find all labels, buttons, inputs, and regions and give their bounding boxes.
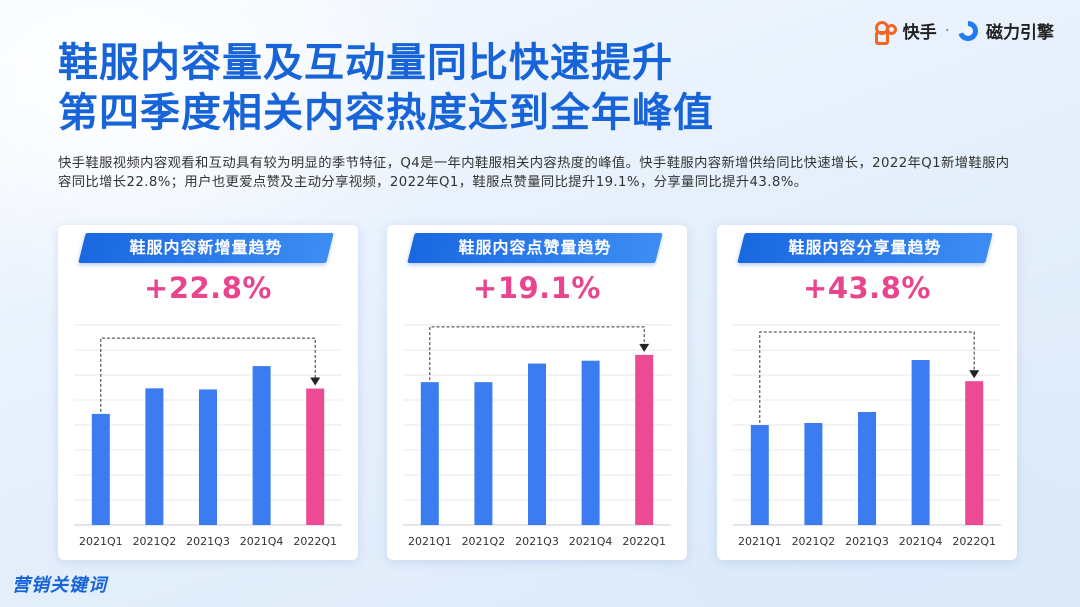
bar-2022Q1 xyxy=(635,354,654,525)
cili-engine-logo-icon xyxy=(958,20,978,41)
page-title-line1: 鞋服内容量及互动量同比快速提升 xyxy=(58,40,673,86)
bar-2021Q3 xyxy=(858,412,876,525)
comparison-arrow xyxy=(639,343,650,352)
logo-separator: · xyxy=(944,20,950,41)
x-tick-label: 2021Q4 xyxy=(899,535,943,548)
page-title-line2: 第四季度相关内容热度达到全年峰值 xyxy=(58,90,714,136)
x-tick-label: 2021Q1 xyxy=(79,535,123,548)
page-title: 鞋服内容量及互动量同比快速提升 第四季度相关内容热度达到全年峰值 xyxy=(58,38,714,138)
bar-2021Q1 xyxy=(91,413,110,525)
x-tick-label: 2021Q2 xyxy=(462,535,506,548)
comparison-bracket xyxy=(100,337,316,412)
chart-panel-new-content: 鞋服内容新增量趋势 +22.8% 2021Q1 2021Q2 2021Q3 2021Q… xyxy=(58,225,358,560)
comparison-bracket xyxy=(759,331,975,423)
x-tick-label: 2021Q3 xyxy=(845,535,889,548)
x-tick-label: 2021Q4 xyxy=(240,535,284,548)
bar-2022Q1 xyxy=(965,381,984,525)
bar-2021Q1 xyxy=(420,382,439,525)
bar-chart-shares: 2021Q1 2021Q2 2021Q3 2021Q4 2022Q1 xyxy=(733,324,1001,548)
comparison-bracket xyxy=(429,326,645,381)
growth-label: +22.8% xyxy=(144,271,272,305)
bar-2021Q1 xyxy=(750,425,769,525)
bar-chart-likes: 2021Q1 2021Q2 2021Q3 2021Q4 2022Q1 xyxy=(403,324,671,548)
x-tick-label: 2022Q1 xyxy=(952,535,996,548)
kuaishou-logo-text: 快手 xyxy=(902,23,937,43)
x-tick-label: 2021Q3 xyxy=(186,535,230,548)
growth-label: +43.8% xyxy=(803,271,931,305)
bar-2021Q3 xyxy=(199,389,217,525)
x-tick-label: 2022Q1 xyxy=(293,535,337,548)
bar-2021Q4 xyxy=(911,360,930,525)
x-tick-label: 2021Q2 xyxy=(133,535,177,548)
footer-brand-logo: 营销关键词 xyxy=(12,575,107,596)
bar-2021Q2 xyxy=(474,382,493,525)
growth-label: +19.1% xyxy=(473,271,601,305)
comparison-arrow xyxy=(969,370,980,379)
x-tick-label: 2021Q2 xyxy=(792,535,836,548)
bar-2021Q2 xyxy=(804,423,823,525)
bar-2021Q2 xyxy=(145,388,164,525)
x-tick-label: 2021Q1 xyxy=(738,535,782,548)
page-description: 快手鞋服视频内容观看和互动具有较为明显的季节特征，Q4是一年内鞋服相关内容热度的… xyxy=(58,156,1010,190)
x-tick-label: 2021Q1 xyxy=(408,535,452,548)
chart-panel-likes: 鞋服内容点赞量趋势 +19.1% 2021Q1 2021Q2 2021Q3 2021Q… xyxy=(387,225,687,560)
brand-logos: 快手 · 磁力引擎 xyxy=(874,18,1054,45)
bar-2022Q1 xyxy=(306,388,325,525)
kuaishou-logo-icon xyxy=(874,20,897,45)
bar-2021Q4 xyxy=(252,366,271,525)
chart-panel-shares: 鞋服内容分享量趋势 +43.8% 2021Q1 2021Q2 2021Q3 2021Q… xyxy=(717,225,1017,560)
comparison-arrow xyxy=(310,377,321,386)
x-tick-label: 2021Q4 xyxy=(569,535,613,548)
x-tick-label: 2021Q3 xyxy=(515,535,559,548)
cili-engine-logo-text: 磁力引擎 xyxy=(986,23,1054,43)
bar-2021Q4 xyxy=(581,360,600,525)
bar-2021Q3 xyxy=(528,363,546,525)
bar-chart-new-content: 2021Q1 2021Q2 2021Q3 2021Q4 2022Q1 xyxy=(74,324,342,548)
x-tick-label: 2022Q1 xyxy=(622,535,666,548)
